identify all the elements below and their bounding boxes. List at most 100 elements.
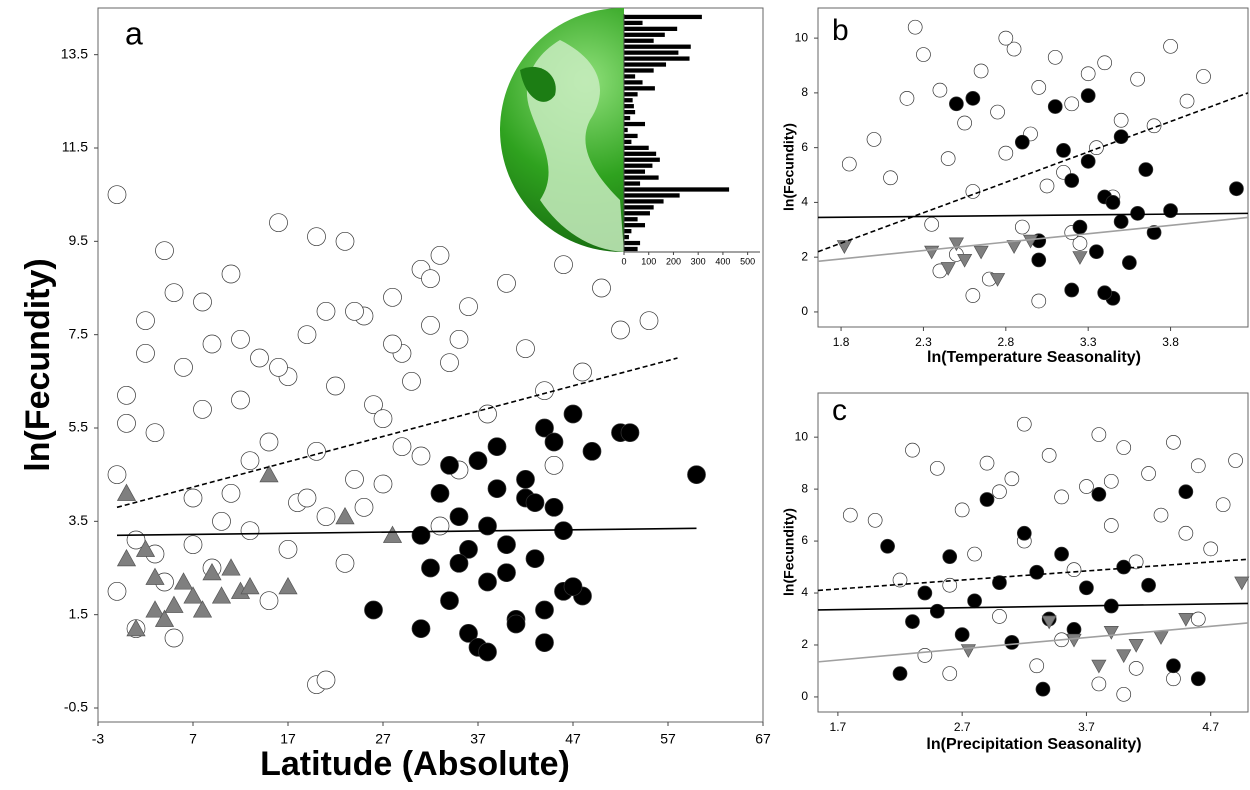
x-tick-label: 27 — [375, 731, 391, 747]
point — [1022, 234, 1039, 249]
point — [957, 253, 973, 268]
bar — [624, 68, 654, 73]
point — [221, 483, 241, 503]
point — [193, 292, 212, 312]
point — [949, 96, 964, 112]
point — [917, 648, 933, 663]
point — [211, 586, 232, 604]
point — [1054, 489, 1069, 505]
point — [965, 184, 981, 199]
point — [525, 549, 545, 569]
point — [1122, 255, 1137, 271]
point — [468, 451, 488, 471]
plot — [814, 392, 1250, 716]
y-tick-label: 3.5 — [69, 512, 89, 528]
point — [960, 644, 976, 658]
point — [867, 512, 883, 528]
point — [979, 492, 995, 507]
y-tick-label: 6 — [801, 140, 808, 154]
point — [866, 132, 882, 147]
point — [497, 563, 516, 583]
point — [1016, 416, 1032, 432]
point — [973, 245, 989, 260]
point — [497, 273, 516, 293]
point — [992, 609, 1007, 624]
y-tick-label: -0.5 — [64, 699, 88, 715]
point — [892, 666, 908, 681]
point — [307, 441, 326, 461]
point — [544, 497, 564, 517]
x-tick-label: 500 — [740, 256, 755, 266]
bar — [624, 62, 667, 67]
point — [1103, 626, 1119, 640]
point — [1179, 93, 1195, 109]
point — [998, 145, 1014, 161]
plot — [814, 7, 1249, 331]
x-tick-label: 0 — [621, 256, 626, 266]
point — [535, 633, 554, 653]
point — [1064, 96, 1080, 112]
point — [917, 585, 933, 601]
point — [1113, 112, 1129, 128]
point — [1079, 580, 1094, 596]
y-tick-label: 0 — [801, 304, 808, 318]
point — [907, 19, 923, 35]
point — [478, 404, 497, 424]
point — [1190, 671, 1206, 687]
point — [250, 348, 269, 368]
point — [411, 619, 431, 639]
point — [259, 591, 279, 611]
point — [497, 535, 516, 555]
point — [1080, 153, 1096, 169]
point — [1066, 562, 1082, 577]
point — [1116, 686, 1132, 702]
bar — [624, 175, 659, 180]
point — [611, 320, 630, 340]
fit-line — [116, 527, 697, 537]
point — [1039, 178, 1055, 194]
point — [940, 151, 956, 166]
bar — [624, 80, 643, 85]
point — [411, 446, 431, 466]
point — [1128, 639, 1144, 653]
point — [117, 385, 136, 405]
point — [136, 311, 155, 331]
bar — [624, 20, 643, 26]
y-tick-label: 10 — [795, 429, 809, 443]
point — [1163, 38, 1178, 54]
point — [841, 156, 857, 172]
x-tick-label: 57 — [660, 731, 676, 747]
point — [421, 315, 440, 335]
point — [269, 357, 288, 377]
x-tick-label: 17 — [280, 731, 296, 747]
point — [240, 451, 260, 471]
point — [1072, 219, 1088, 235]
point — [1163, 203, 1178, 218]
point — [440, 591, 459, 611]
point — [1031, 293, 1047, 309]
panel-label: b — [832, 14, 849, 47]
point — [459, 539, 478, 559]
bar — [624, 98, 633, 103]
point — [1064, 173, 1080, 188]
panel-label: c — [832, 394, 847, 427]
point — [1113, 129, 1129, 145]
bar — [624, 56, 690, 61]
bar — [624, 205, 654, 210]
x-tick-label: 300 — [691, 256, 706, 266]
point — [1178, 525, 1194, 541]
point — [202, 334, 222, 354]
point — [202, 562, 222, 581]
x-tick-label: 2.7 — [954, 720, 971, 734]
plot-frame — [817, 392, 1249, 713]
point — [1031, 80, 1047, 95]
y-tick-label: 4 — [801, 195, 808, 209]
point — [1190, 611, 1206, 627]
point — [402, 371, 421, 391]
bar — [624, 74, 636, 79]
point — [965, 91, 981, 106]
point — [1006, 41, 1022, 57]
point — [449, 507, 469, 527]
bar — [624, 121, 646, 127]
bar — [624, 163, 653, 168]
